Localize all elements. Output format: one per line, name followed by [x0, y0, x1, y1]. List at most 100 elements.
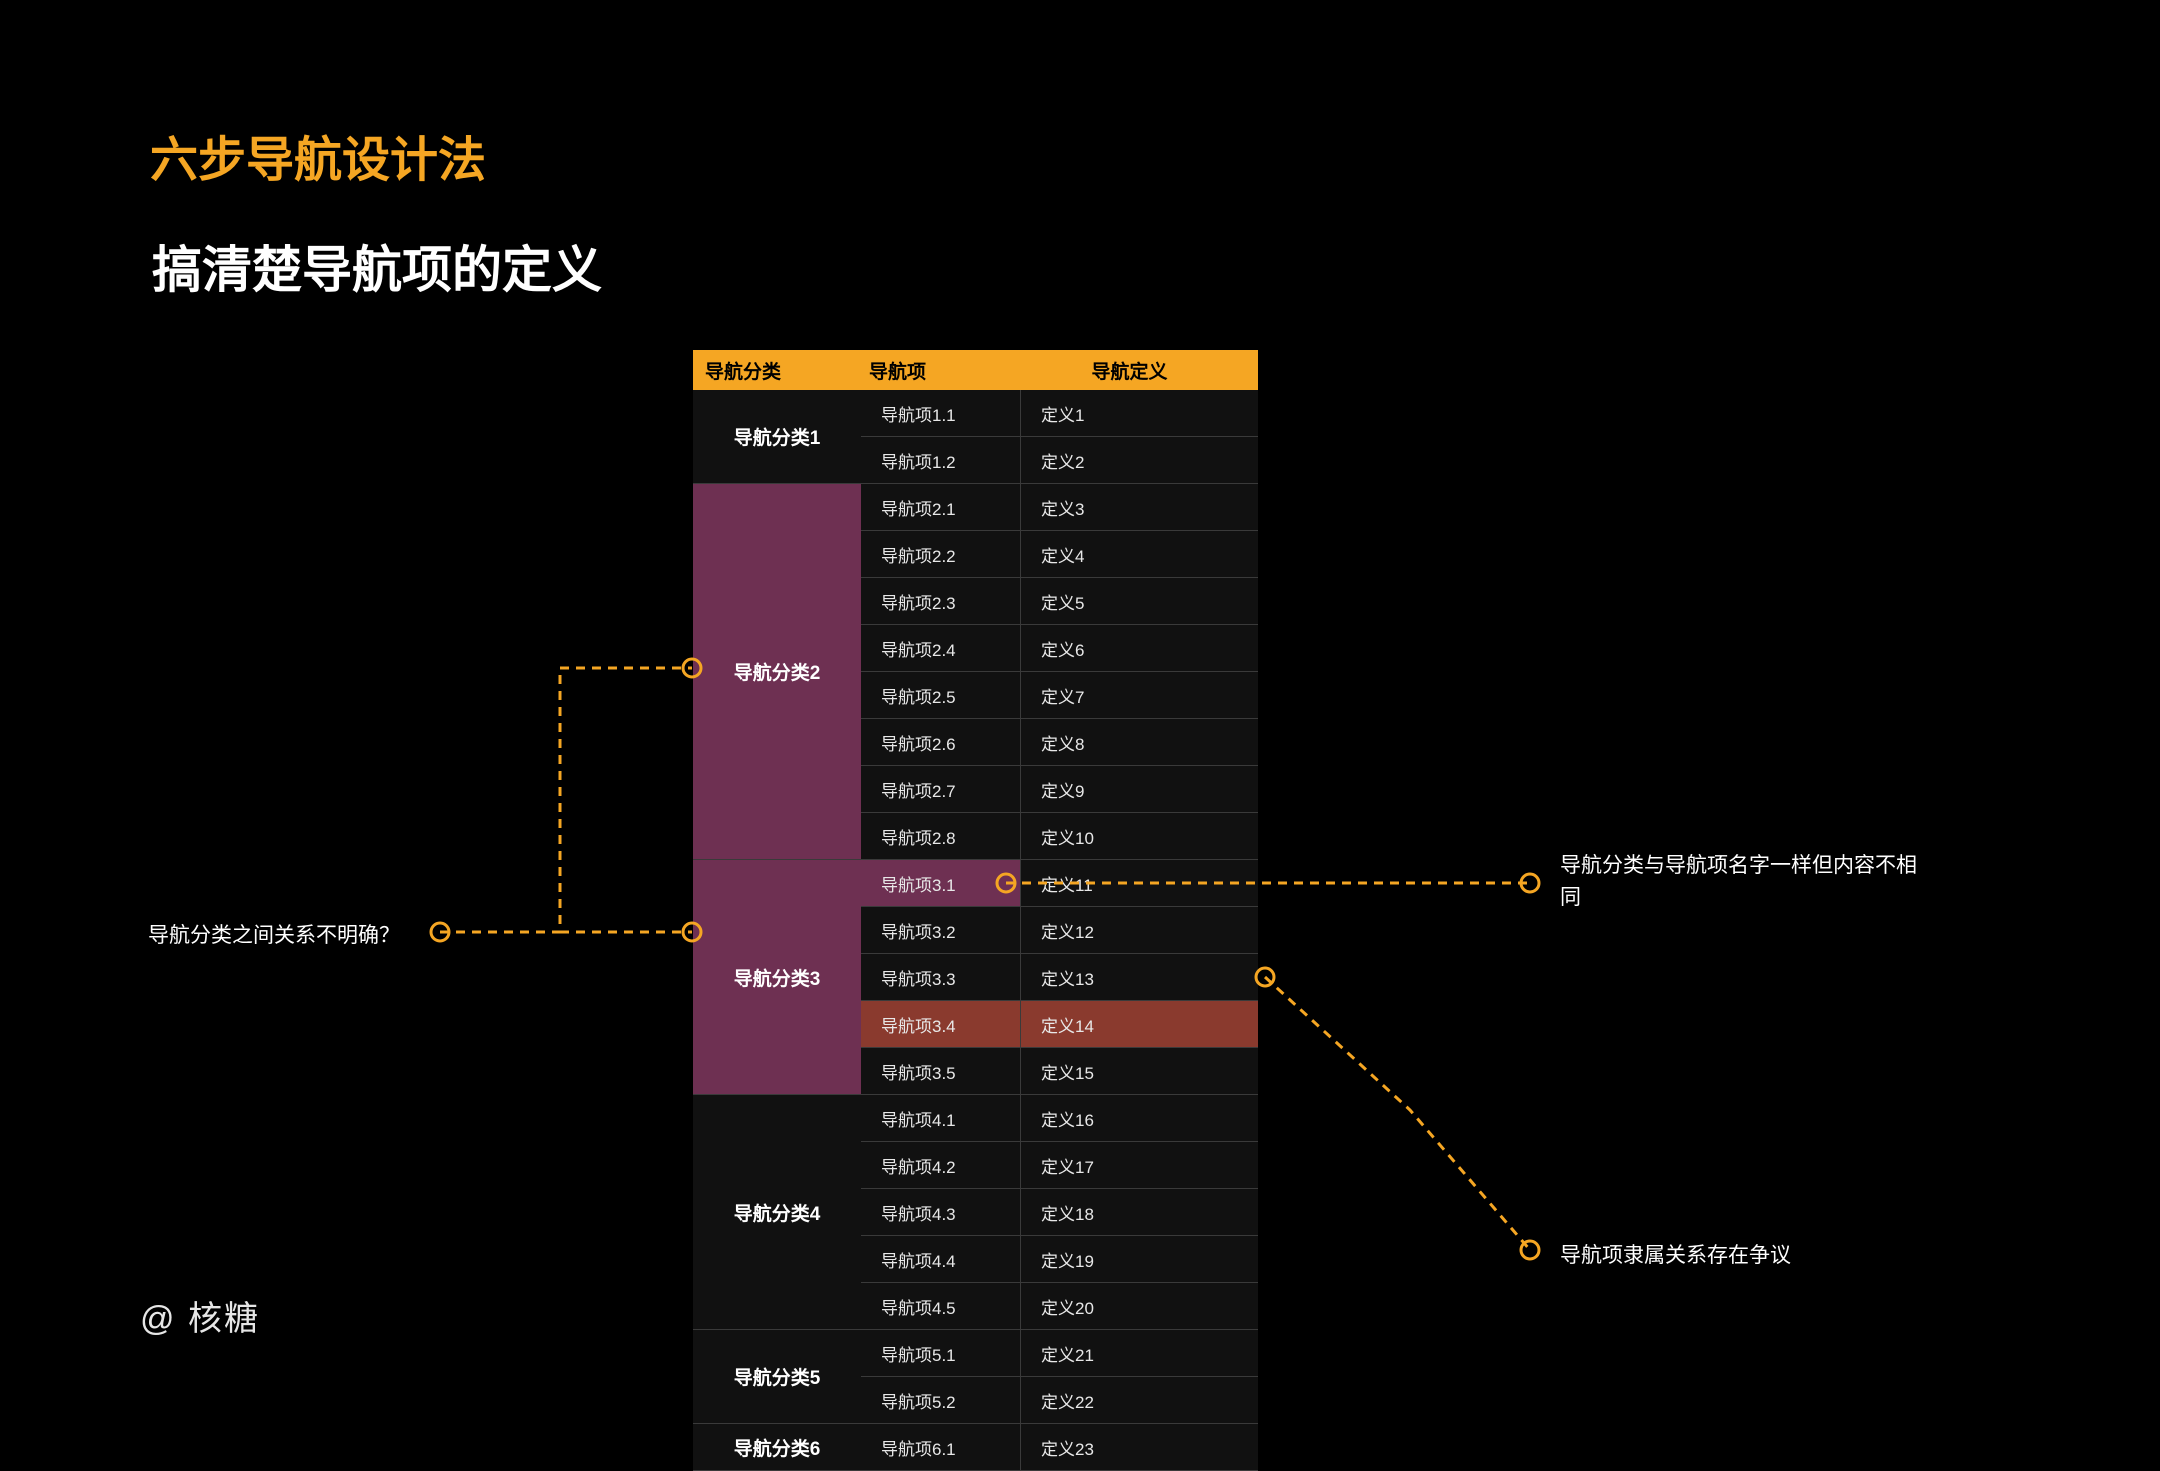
definition-cell: 定义12	[1021, 907, 1258, 953]
definition-cell: 定义20	[1021, 1283, 1258, 1329]
definition-cell: 定义6	[1021, 625, 1258, 671]
item-cell: 导航项3.5	[861, 1048, 1021, 1094]
item-cell: 导航项4.4	[861, 1236, 1021, 1282]
annotation-right-top: 导航分类与导航项名字一样但内容不相同	[1560, 850, 1920, 913]
item-cell: 导航项5.1	[861, 1330, 1021, 1376]
item-cell: 导航项2.4	[861, 625, 1021, 671]
connector-line	[440, 668, 692, 932]
table-row: 导航项1.2定义2	[861, 437, 1258, 484]
definition-cell: 定义19	[1021, 1236, 1258, 1282]
definition-cell: 定义16	[1021, 1095, 1258, 1141]
table-row: 导航项5.2定义22	[861, 1377, 1258, 1424]
table-row: 导航项3.4定义14	[861, 1001, 1258, 1048]
connector-line	[1265, 977, 1530, 1250]
table-row: 导航项3.1定义11	[861, 860, 1258, 907]
definition-cell: 定义3	[1021, 484, 1258, 530]
connector-dot-icon	[431, 923, 449, 941]
th-category: 导航分类	[693, 357, 861, 384]
item-cell: 导航项2.6	[861, 719, 1021, 765]
definition-cell: 定义17	[1021, 1142, 1258, 1188]
category-cell: 导航分类6	[693, 1424, 861, 1471]
item-cell: 导航项4.3	[861, 1189, 1021, 1235]
definition-cell: 定义8	[1021, 719, 1258, 765]
table-row: 导航项5.1定义21	[861, 1330, 1258, 1377]
category-cell: 导航分类5	[693, 1330, 861, 1424]
definition-cell: 定义18	[1021, 1189, 1258, 1235]
definition-cell: 定义11	[1021, 860, 1258, 906]
category-cell: 导航分类3	[693, 860, 861, 1095]
connector-dot-icon	[1521, 874, 1539, 892]
item-cell: 导航项1.2	[861, 437, 1021, 483]
item-cell: 导航项5.2	[861, 1377, 1021, 1423]
table-row: 导航项2.8定义10	[861, 813, 1258, 860]
items-column: 导航项6.1定义23	[861, 1424, 1258, 1471]
definition-cell: 定义9	[1021, 766, 1258, 812]
table-row: 导航项3.2定义12	[861, 907, 1258, 954]
definition-cell: 定义13	[1021, 954, 1258, 1000]
item-cell: 导航项3.2	[861, 907, 1021, 953]
category-cell: 导航分类2	[693, 484, 861, 860]
table-row: 导航项4.5定义20	[861, 1283, 1258, 1330]
item-cell: 导航项3.4	[861, 1001, 1021, 1047]
item-cell: 导航项2.7	[861, 766, 1021, 812]
connector-dot-icon	[1256, 968, 1274, 986]
item-cell: 导航项3.1	[861, 860, 1021, 906]
nav-table: 导航分类导航项导航定义导航分类1导航项1.1定义1导航项1.2定义2导航分类2导…	[693, 350, 1258, 1471]
category-cell: 导航分类4	[693, 1095, 861, 1330]
items-column: 导航项5.1定义21导航项5.2定义22	[861, 1330, 1258, 1424]
table-row: 导航项4.1定义16	[861, 1095, 1258, 1142]
table-group: 导航分类4导航项4.1定义16导航项4.2定义17导航项4.3定义18导航项4.…	[693, 1095, 1258, 1330]
definition-cell: 定义14	[1021, 1001, 1258, 1047]
watermark: @ 核糖	[140, 1291, 260, 1340]
definition-cell: 定义23	[1021, 1424, 1258, 1470]
table-group: 导航分类1导航项1.1定义1导航项1.2定义2	[693, 390, 1258, 484]
item-cell: 导航项6.1	[861, 1424, 1021, 1470]
definition-cell: 定义1	[1021, 390, 1258, 436]
table-row: 导航项1.1定义1	[861, 390, 1258, 437]
item-cell: 导航项2.2	[861, 531, 1021, 577]
item-cell: 导航项1.1	[861, 390, 1021, 436]
table-row: 导航项6.1定义23	[861, 1424, 1258, 1471]
title-sub: 搞清楚导航项的定义	[152, 230, 602, 302]
items-column: 导航项4.1定义16导航项4.2定义17导航项4.3定义18导航项4.4定义19…	[861, 1095, 1258, 1330]
annotation-left: 导航分类之间关系不明确？	[148, 920, 400, 952]
title-main: 六步导航设计法	[150, 120, 486, 190]
table-row: 导航项2.7定义9	[861, 766, 1258, 813]
item-cell: 导航项4.1	[861, 1095, 1021, 1141]
items-column: 导航项2.1定义3导航项2.2定义4导航项2.3定义5导航项2.4定义6导航项2…	[861, 484, 1258, 860]
table-row: 导航项2.6定义8	[861, 719, 1258, 766]
item-cell: 导航项2.8	[861, 813, 1021, 859]
category-cell: 导航分类1	[693, 390, 861, 484]
table-group: 导航分类5导航项5.1定义21导航项5.2定义22	[693, 1330, 1258, 1424]
table-header-row: 导航分类导航项导航定义	[693, 350, 1258, 390]
definition-cell: 定义22	[1021, 1377, 1258, 1423]
definition-cell: 定义2	[1021, 437, 1258, 483]
definition-cell: 定义15	[1021, 1048, 1258, 1094]
table-row: 导航项2.3定义5	[861, 578, 1258, 625]
table-group: 导航分类3导航项3.1定义11导航项3.2定义12导航项3.3定义13导航项3.…	[693, 860, 1258, 1095]
table-row: 导航项2.1定义3	[861, 484, 1258, 531]
definition-cell: 定义5	[1021, 578, 1258, 624]
table-row: 导航项2.2定义4	[861, 531, 1258, 578]
definition-cell: 定义4	[1021, 531, 1258, 577]
table-group: 导航分类6导航项6.1定义23	[693, 1424, 1258, 1471]
connector-dot-icon	[1521, 1241, 1539, 1259]
table-row: 导航项4.3定义18	[861, 1189, 1258, 1236]
table-group: 导航分类2导航项2.1定义3导航项2.2定义4导航项2.3定义5导航项2.4定义…	[693, 484, 1258, 860]
table-row: 导航项2.5定义7	[861, 672, 1258, 719]
th-definition: 导航定义	[1021, 357, 1258, 384]
item-cell: 导航项4.2	[861, 1142, 1021, 1188]
definition-cell: 定义7	[1021, 672, 1258, 718]
th-item: 导航项	[861, 357, 1021, 384]
item-cell: 导航项2.3	[861, 578, 1021, 624]
definition-cell: 定义21	[1021, 1330, 1258, 1376]
item-cell: 导航项3.3	[861, 954, 1021, 1000]
items-column: 导航项1.1定义1导航项1.2定义2	[861, 390, 1258, 484]
table-row: 导航项4.2定义17	[861, 1142, 1258, 1189]
table-row: 导航项4.4定义19	[861, 1236, 1258, 1283]
definition-cell: 定义10	[1021, 813, 1258, 859]
items-column: 导航项3.1定义11导航项3.2定义12导航项3.3定义13导航项3.4定义14…	[861, 860, 1258, 1095]
item-cell: 导航项4.5	[861, 1283, 1021, 1329]
item-cell: 导航项2.1	[861, 484, 1021, 530]
table-row: 导航项2.4定义6	[861, 625, 1258, 672]
